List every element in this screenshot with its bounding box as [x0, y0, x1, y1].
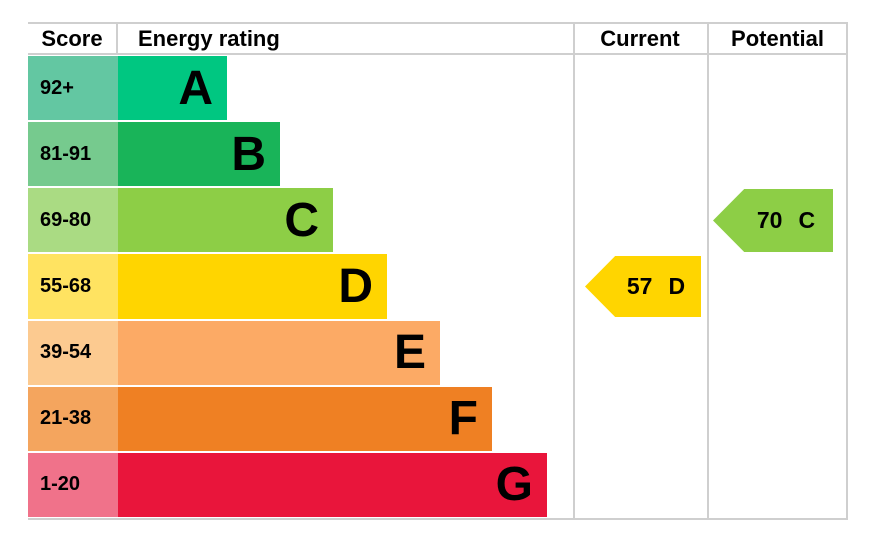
band-row-e: 39-54 E	[28, 320, 846, 386]
potential-score-value: 70	[756, 207, 783, 233]
current-column-header: Current	[600, 25, 680, 51]
band-bar-g: G	[118, 452, 547, 517]
band-rows: 92+ A 81-91 B 69-80 C 55-68 D 39-54 E 21-38 F 1-20 G	[28, 55, 846, 518]
score-range-cell: 92+	[28, 56, 118, 121]
current-column-divider	[573, 24, 575, 518]
score-range-cell: 69-80	[28, 188, 118, 253]
epc-rating-chart: Score Energy rating Current Potential 92…	[28, 22, 848, 520]
score-range-cell: 55-68	[28, 254, 118, 319]
potential-band-letter: C	[798, 207, 816, 233]
band-bar-f: F	[118, 386, 492, 451]
band-row-b: 81-91 B	[28, 121, 846, 187]
potential-column-header: Potential	[731, 25, 824, 51]
band-row-d: 55-68 D	[28, 253, 846, 319]
band-bar-a: A	[118, 56, 227, 121]
score-range-cell: 81-91	[28, 122, 118, 187]
score-range-cell: 39-54	[28, 320, 118, 385]
band-row-c: 69-80 C	[28, 187, 846, 253]
chart-header: Score Energy rating Current Potential	[28, 24, 846, 55]
band-row-a: 92+ A	[28, 55, 846, 121]
score-range-cell: 21-38	[28, 386, 118, 451]
band-bar-b: B	[118, 122, 280, 187]
energy-rating-column-header: Energy rating	[138, 25, 280, 51]
score-range-cell: 1-20	[28, 452, 118, 517]
potential-column-divider	[707, 24, 709, 518]
band-bar-d: D	[118, 254, 387, 319]
band-bar-e: E	[118, 320, 440, 385]
current-band-letter: D	[668, 273, 686, 299]
band-row-g: 1-20 G	[28, 452, 846, 518]
score-column-header: Score	[28, 24, 118, 53]
current-score-value: 57	[626, 273, 653, 299]
band-row-f: 21-38 F	[28, 386, 846, 452]
band-bar-c: C	[118, 188, 333, 253]
